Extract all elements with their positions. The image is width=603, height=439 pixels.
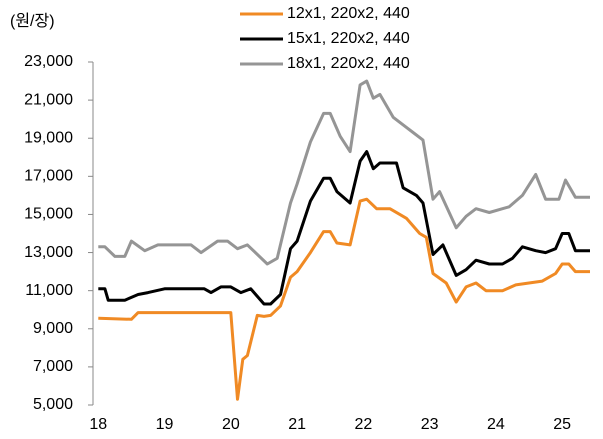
y-tick-label: 23,000	[24, 53, 73, 70]
line-series	[98, 150, 590, 306]
x-tick-label: 25	[553, 416, 571, 433]
y-tick-label: 13,000	[24, 244, 73, 261]
line-series	[98, 79, 590, 266]
y-tick-label: 17,000	[24, 168, 73, 185]
y-tick-label: 11,000	[25, 282, 73, 299]
x-tick-label: 19	[156, 416, 174, 433]
x-tick-label: 23	[421, 416, 439, 433]
legend-label: 15x1, 220x2, 440	[287, 30, 410, 47]
y-tick-label: 5,000	[33, 396, 73, 413]
legend-label: 18x1, 220x2, 440	[287, 55, 410, 72]
legend-label: 12x1, 220x2, 440	[287, 5, 410, 22]
y-tick-label: 9,000	[33, 320, 73, 337]
y-axis-unit: (원/장)	[10, 12, 55, 30]
line-series	[98, 197, 590, 401]
y-tick-label: 19,000	[24, 129, 73, 146]
y-tick-label: 7,000	[33, 358, 73, 375]
x-tick-label: 20	[222, 416, 240, 433]
y-tick-label: 15,000	[24, 206, 73, 223]
x-tick-label: 24	[487, 416, 505, 433]
x-tick-label: 21	[288, 416, 306, 433]
x-tick-label: 22	[354, 416, 372, 433]
x-tick-label: 18	[89, 416, 107, 433]
y-tick-label: 21,000	[24, 91, 73, 108]
